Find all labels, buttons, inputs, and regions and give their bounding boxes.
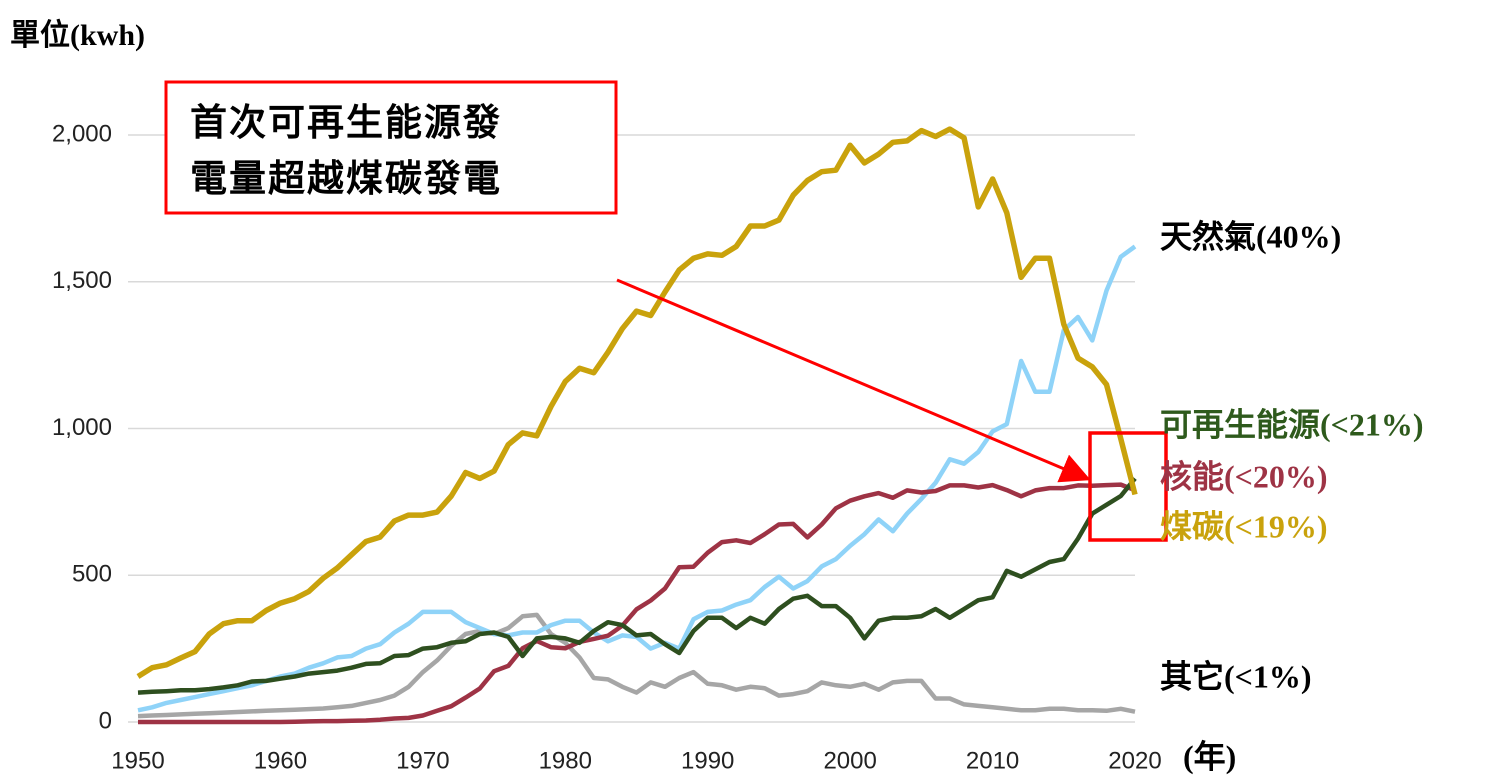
series-label: 天然氣(40%) <box>1160 218 1341 254</box>
x-axis-label: (年) <box>1183 738 1236 774</box>
x-tick-label: 1980 <box>539 747 592 774</box>
series-line <box>137 244 1137 713</box>
y-tick-label: 1,000 <box>52 414 112 441</box>
unit-label: 單位(kwh) <box>10 18 145 52</box>
x-tick-label: 1960 <box>254 747 307 774</box>
x-tick-label: 2010 <box>966 747 1019 774</box>
x-tick-label: 1950 <box>111 747 164 774</box>
annotation-arrow <box>616 278 1091 483</box>
series-label: 煤碳(<19%) <box>1160 508 1328 544</box>
x-tick-label: 1990 <box>681 747 734 774</box>
x-tick-label: 1970 <box>396 747 449 774</box>
annotation-line: 首次可再生能源發 <box>190 102 502 143</box>
series-line <box>136 126 1138 679</box>
y-tick-label: 2,000 <box>52 120 112 147</box>
annotation-box <box>164 80 618 215</box>
y-tick-label: 500 <box>72 561 112 588</box>
highlight-box <box>1088 431 1168 542</box>
annotation-line: 電量超越煤碳發電 <box>190 158 502 199</box>
series-line <box>137 476 1137 695</box>
y-tick-label: 0 <box>99 707 112 734</box>
series-line <box>137 612 1136 719</box>
series-line <box>138 482 1136 725</box>
x-tick-label: 2020 <box>1108 747 1161 774</box>
series-label: 核能(<20%) <box>1160 458 1328 494</box>
series-label: 其它(<1%) <box>1160 658 1312 694</box>
x-tick-label: 2000 <box>823 747 876 774</box>
series-label: 可再生能源(<21%) <box>1160 406 1424 442</box>
lines <box>136 126 1138 725</box>
y-tick-label: 1,500 <box>52 267 112 294</box>
